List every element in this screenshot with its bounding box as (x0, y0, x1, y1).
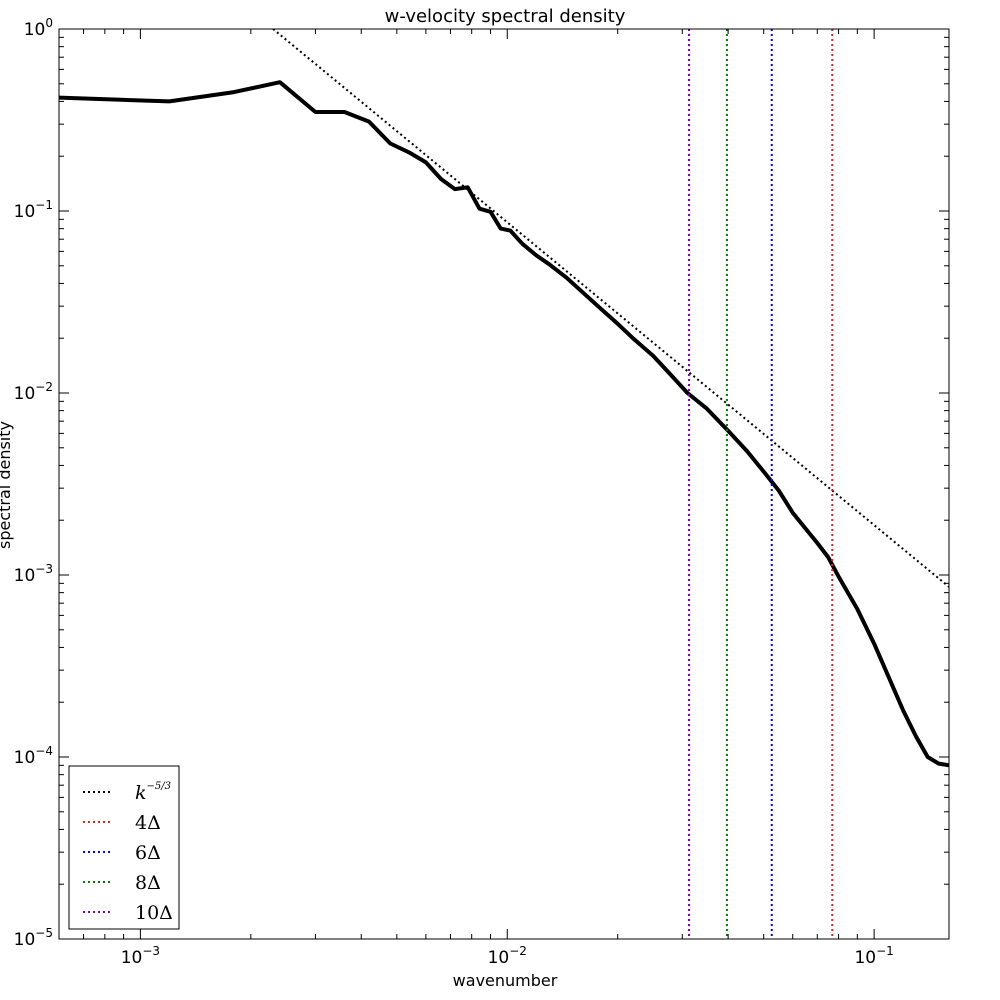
series-group (59, 29, 949, 939)
legend-label: 6Δ (135, 842, 161, 864)
y-tick-label: 10−3 (14, 562, 53, 586)
legend-label: 8Δ (135, 872, 161, 894)
legend-label: 10Δ (135, 902, 173, 924)
x-tick-label: 10−2 (488, 944, 527, 968)
x-tick-label: 10−3 (121, 944, 160, 968)
y-tick-label: 10−2 (14, 380, 53, 404)
y-tick-label: 100 (24, 16, 53, 40)
axis-ticks: 10−3 10−2 10−1 10−5 10−4 10−3 10−2 10−1 100 (14, 16, 949, 968)
series-line-1 (272, 29, 949, 588)
y-tick-label: 10−1 (14, 198, 53, 222)
legend-label: 4Δ (135, 812, 161, 834)
legend-box (68, 765, 180, 930)
y-tick-label: 10−4 (14, 744, 53, 768)
x-axis-label: wavenumber (453, 971, 558, 990)
y-tick-label: 10−5 (14, 926, 53, 950)
legend-label: k−5/3 (135, 781, 171, 804)
legend: k−5/3 4Δ 6Δ 8Δ 10Δ (68, 765, 180, 930)
chart-title: w-velocity spectral density (385, 6, 626, 27)
plot-area (59, 29, 949, 939)
series-line-0 (59, 80, 949, 768)
plot-frame (58, 28, 950, 940)
x-tick-label: 10−1 (854, 944, 893, 968)
y-axis-label: spectral density (0, 421, 14, 549)
